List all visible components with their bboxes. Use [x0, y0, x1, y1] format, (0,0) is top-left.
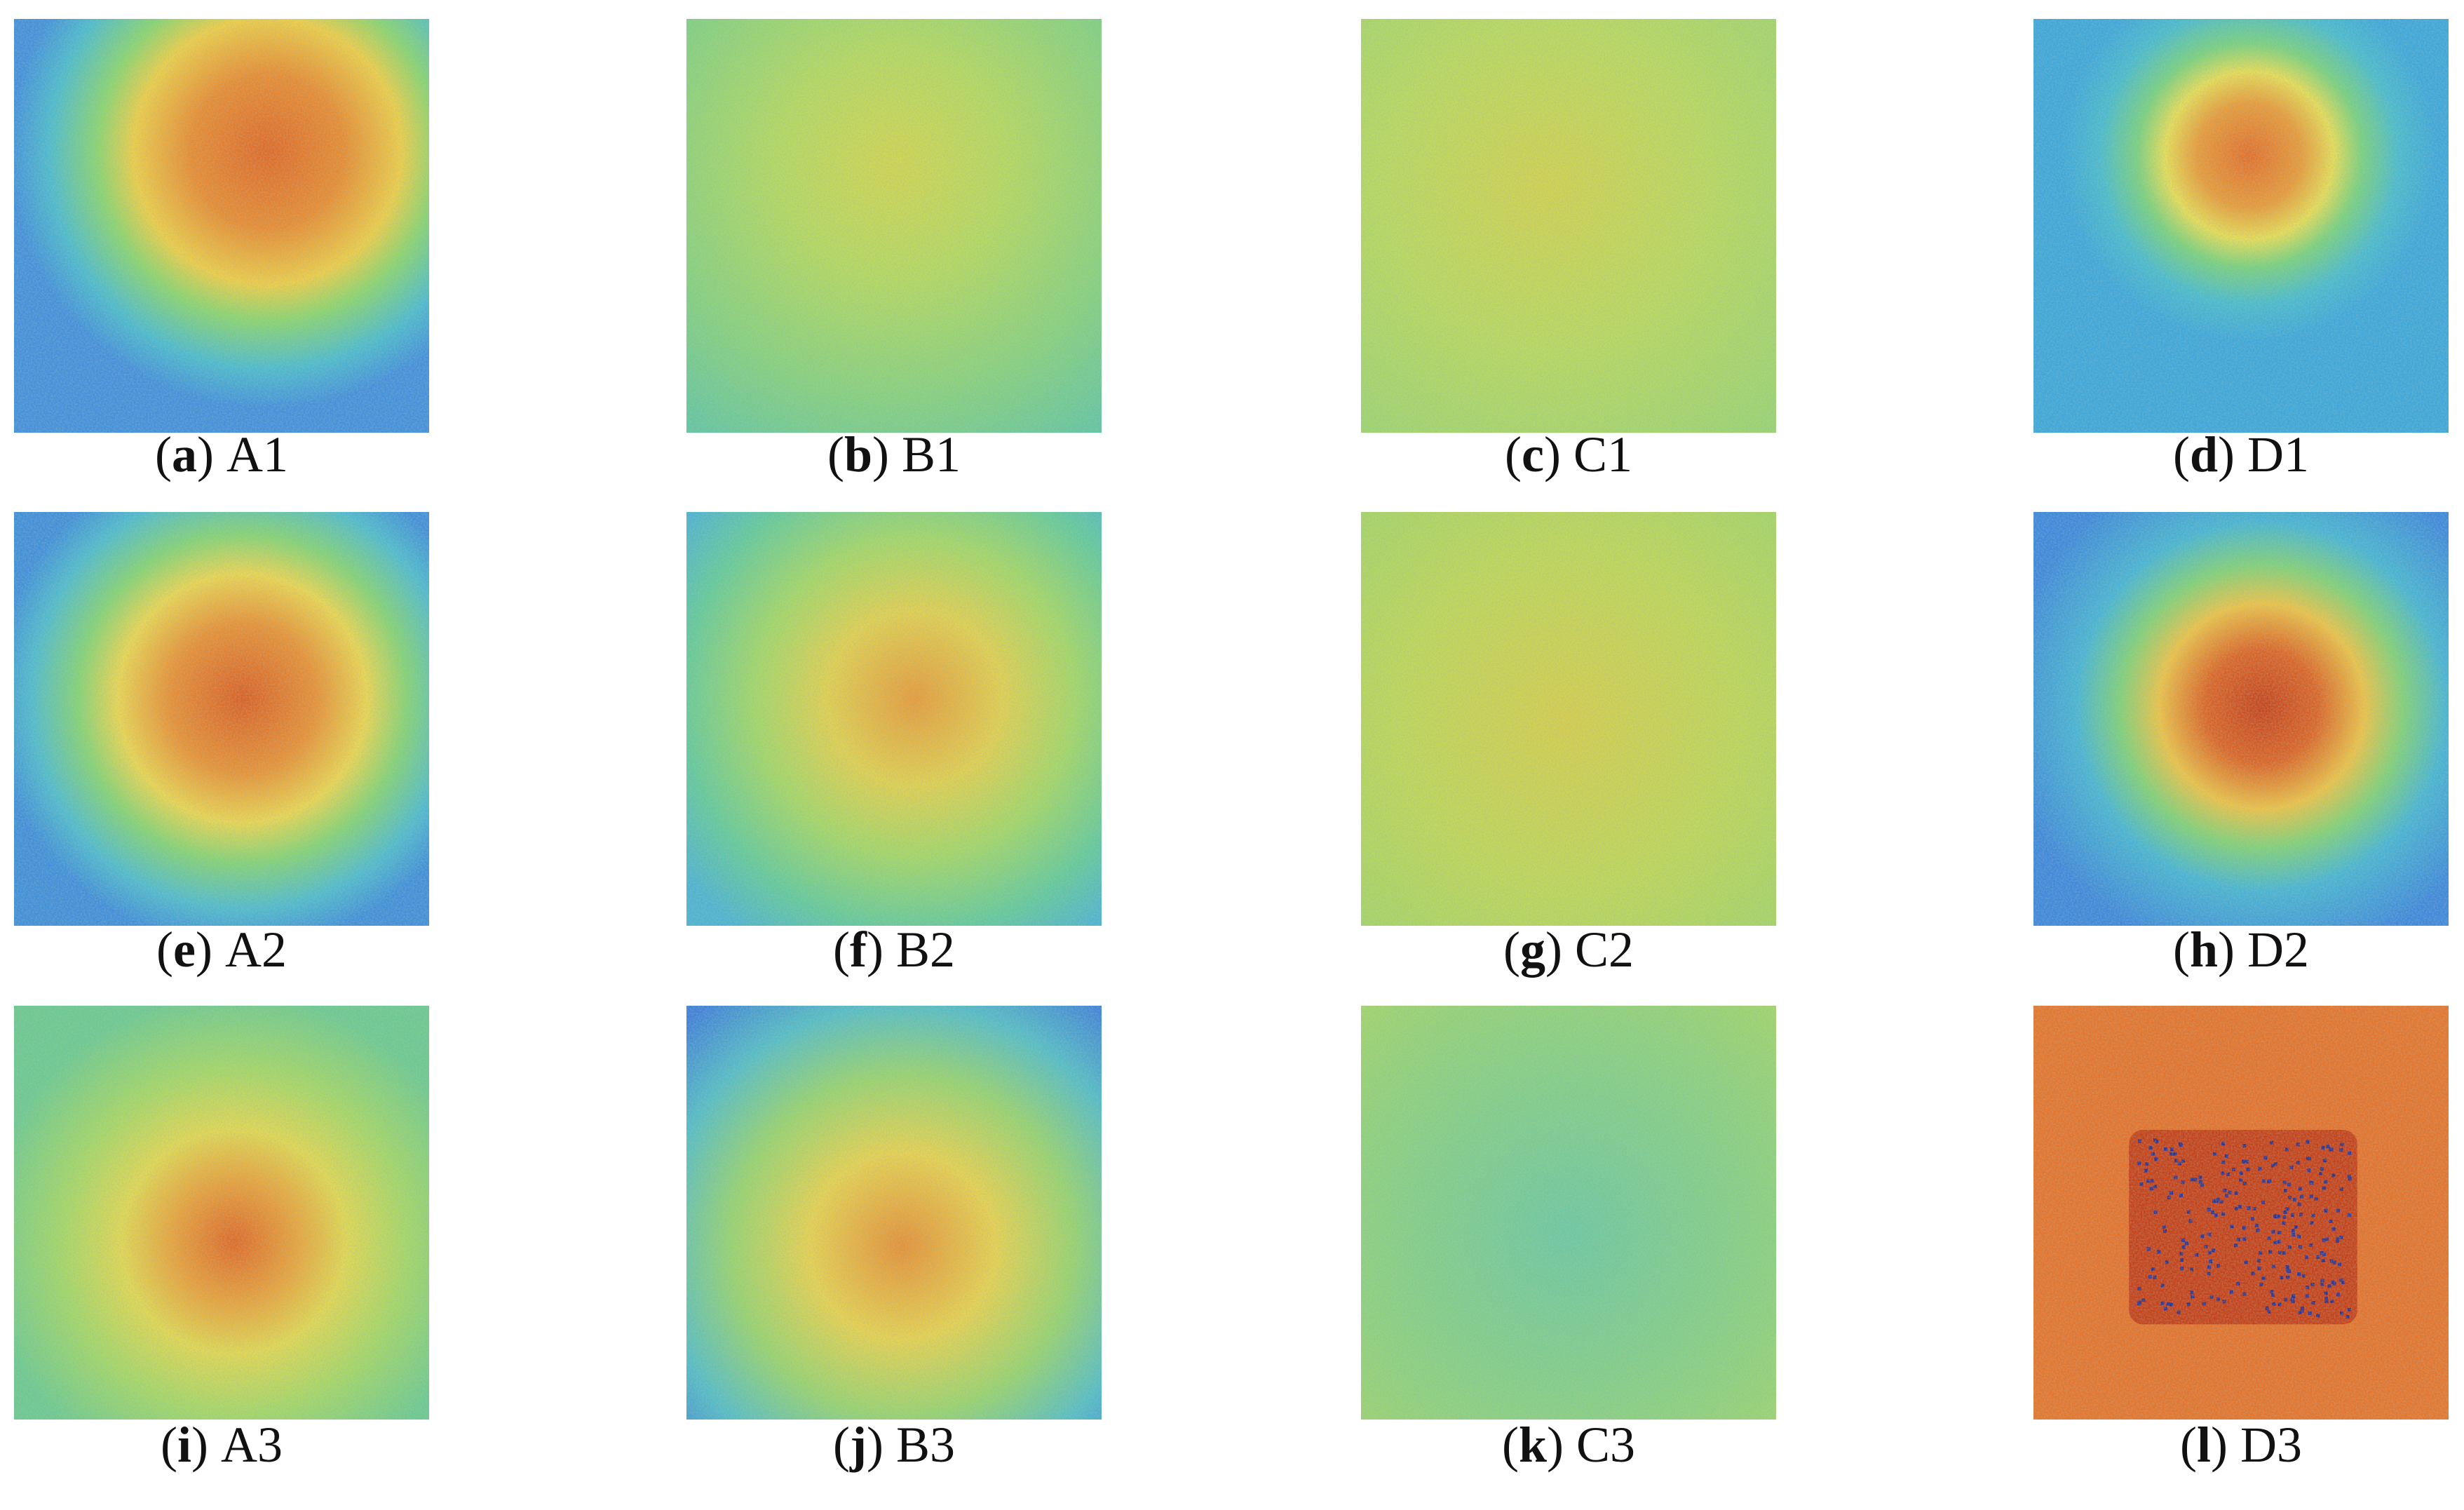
caption-prefix: ( [833, 1417, 850, 1473]
caption-suffix: ) [1545, 922, 1562, 978]
heatmap-noise [686, 19, 1102, 433]
caption-name: D3 [2240, 1417, 2302, 1473]
caption-letter: i [177, 1417, 191, 1473]
caption-letter: e [173, 922, 196, 978]
caption-suffix: ) [196, 922, 212, 978]
panel: (l) D3 [2033, 1006, 2449, 1473]
caption-suffix: ) [1544, 426, 1561, 483]
caption-suffix: ) [2218, 426, 2235, 483]
caption: (l) D3 [2180, 1417, 2302, 1473]
heatmap-noise [1361, 1006, 1776, 1420]
caption-letter: h [2190, 922, 2218, 978]
caption-suffix: ) [2218, 922, 2235, 978]
caption: (b) B1 [827, 426, 961, 483]
panel: (j) B3 [686, 1006, 1102, 1473]
caption-suffix: ) [872, 426, 889, 483]
caption-prefix: ( [2173, 922, 2190, 978]
caption-letter: a [172, 426, 197, 483]
heatmap-noise [14, 1006, 429, 1420]
caption: (i) A3 [161, 1417, 283, 1473]
panel: (d) D1 [2033, 19, 2449, 483]
caption-letter: k [1519, 1417, 1547, 1473]
heatmap-noise [14, 19, 429, 433]
caption-prefix: ( [2173, 426, 2190, 483]
caption: (k) C3 [1502, 1417, 1635, 1473]
caption-name: D1 [2247, 426, 2309, 483]
caption: (j) B3 [833, 1417, 955, 1473]
heatmap-noise [686, 1006, 1102, 1420]
caption-prefix: ( [1502, 1417, 1519, 1473]
caption-prefix: ( [161, 1417, 177, 1473]
heatmap-noise [1361, 512, 1776, 926]
caption-name: B3 [896, 1417, 955, 1473]
caption-suffix: ) [2211, 1417, 2228, 1473]
caption-name: C1 [1573, 426, 1632, 483]
panel: (b) B1 [686, 19, 1102, 483]
caption-name: C2 [1575, 922, 1634, 978]
caption-name: C3 [1576, 1417, 1635, 1473]
heatmap-noise [14, 512, 429, 926]
caption-prefix: ( [833, 922, 850, 978]
caption-name: B2 [896, 922, 955, 978]
caption: (g) C2 [1503, 922, 1634, 978]
panel: (c) C1 [1361, 19, 1776, 483]
caption-name: A1 [226, 426, 288, 483]
heatmap-noise [1361, 19, 1776, 433]
caption-letter: d [2190, 426, 2218, 483]
caption-name: D2 [2247, 922, 2309, 978]
caption-name: A2 [225, 922, 287, 978]
caption-suffix: ) [867, 922, 884, 978]
caption-prefix: ( [1505, 426, 1522, 483]
caption-prefix: ( [2180, 1417, 2197, 1473]
caption-letter: g [1520, 922, 1545, 978]
panel: (f) B2 [686, 512, 1102, 978]
caption-suffix: ) [1547, 1417, 1564, 1473]
heatmap-noise [2033, 1006, 2449, 1420]
heatmap-noise [2033, 19, 2449, 433]
caption-prefix: ( [155, 426, 172, 483]
caption: (c) C1 [1505, 426, 1632, 483]
caption: (f) B2 [833, 922, 955, 978]
heatmap-noise [686, 512, 1102, 926]
caption-suffix: ) [197, 426, 214, 483]
panel: (h) D2 [2033, 512, 2449, 978]
panel: (i) A3 [14, 1006, 429, 1473]
caption: (h) D2 [2173, 922, 2309, 978]
caption: (e) A2 [156, 922, 287, 978]
heatmap-noise [2033, 512, 2449, 926]
caption-prefix: ( [1503, 922, 1520, 978]
caption-name: B1 [902, 426, 961, 483]
caption-suffix: ) [191, 1417, 208, 1473]
caption-name: A3 [221, 1417, 283, 1473]
caption-letter: l [2197, 1417, 2211, 1473]
caption-letter: b [844, 426, 872, 483]
caption-suffix: ) [867, 1417, 884, 1473]
caption: (d) D1 [2173, 426, 2309, 483]
panel: (k) C3 [1361, 1006, 1776, 1473]
caption-letter: c [1522, 426, 1544, 483]
panel: (a) A1 [14, 19, 429, 483]
caption-letter: j [849, 1417, 867, 1473]
caption-prefix: ( [156, 922, 173, 978]
caption: (a) A1 [155, 426, 288, 483]
caption-letter: f [850, 922, 867, 978]
panel: (e) A2 [14, 512, 429, 978]
caption-prefix: ( [827, 426, 844, 483]
panel: (g) C2 [1361, 512, 1776, 978]
